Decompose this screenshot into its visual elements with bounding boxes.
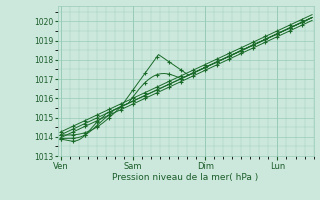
X-axis label: Pression niveau de la mer( hPa ): Pression niveau de la mer( hPa ): [112, 173, 259, 182]
